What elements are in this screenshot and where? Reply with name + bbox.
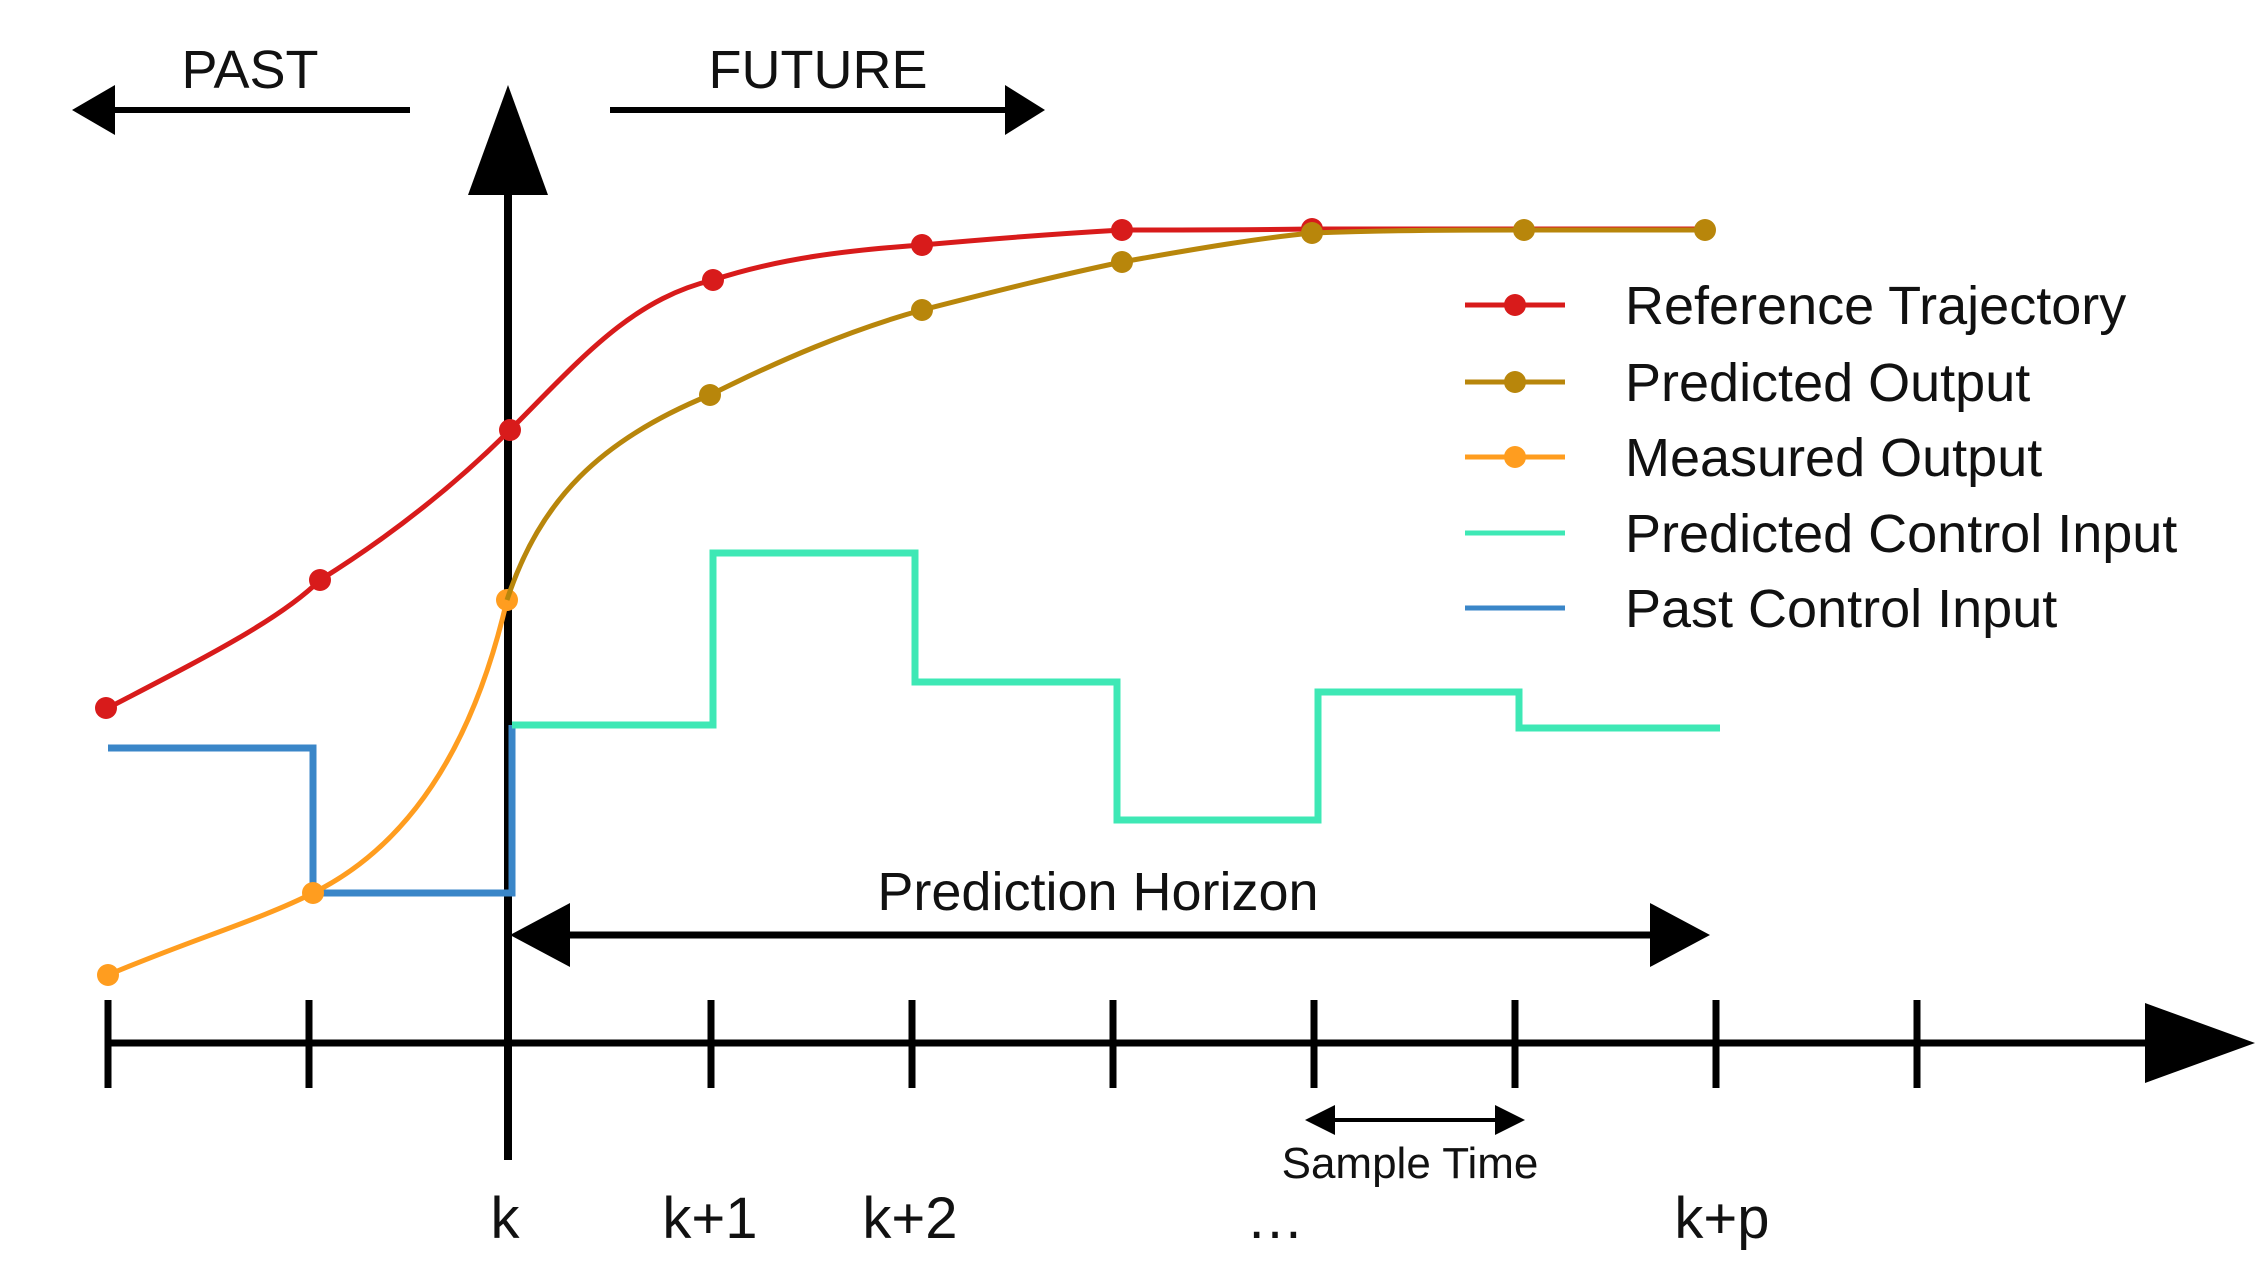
prediction-horizon-arrow — [510, 903, 1710, 967]
reference-point — [309, 569, 331, 591]
predicted-point — [1301, 222, 1323, 244]
future-label: FUTURE — [709, 40, 928, 100]
predicted-point — [1111, 251, 1133, 273]
reference-point — [499, 419, 521, 441]
legend-label: Measured Output — [1625, 428, 2042, 488]
tick-label-k: k — [491, 1186, 521, 1251]
predicted-point — [699, 384, 721, 406]
measured-point — [302, 882, 324, 904]
sample-time-label: Sample Time — [1282, 1139, 1539, 1188]
predicted-point — [911, 299, 933, 321]
tick-label-k1: k+1 — [662, 1186, 757, 1251]
predicted-control-input-line — [512, 549, 1720, 824]
legend-label: Past Control Input — [1625, 579, 2057, 639]
predicted-output-line — [504, 227, 1705, 601]
tick-label-k2: k+2 — [862, 1186, 957, 1251]
predicted-point — [1513, 219, 1535, 241]
measured-point — [97, 964, 119, 986]
axis-ticks — [104, 1000, 1921, 1088]
legend-label: Reference Trajectory — [1625, 276, 2126, 336]
reference-point — [702, 269, 724, 291]
reference-trajectory-line — [106, 226, 1705, 711]
reference-point — [911, 234, 933, 256]
sample-time-arrow — [1305, 1105, 1525, 1135]
future-arrow — [610, 85, 1045, 135]
legend-item-past-control-input: Past Control Input — [1465, 579, 2057, 639]
predicted-point — [1694, 219, 1716, 241]
legend: Reference Trajectory Predicted Output Me… — [1465, 276, 2177, 639]
legend-item-predicted-control-input: Predicted Control Input — [1465, 504, 2177, 564]
tick-label-kp: k+p — [1674, 1186, 1769, 1251]
legend-item-measured-output: Measured Output — [1465, 428, 2042, 488]
predicted-output-points — [699, 219, 1716, 406]
time-axis — [104, 1000, 2255, 1088]
legend-label: Predicted Output — [1625, 353, 2030, 413]
past-arrow — [72, 85, 410, 135]
reference-trajectory-points — [95, 218, 1323, 719]
past-label: PAST — [181, 40, 318, 100]
measured-output-points — [97, 589, 518, 986]
reference-point — [1111, 219, 1133, 241]
legend-label: Predicted Control Input — [1625, 504, 2177, 564]
legend-item-reference-trajectory: Reference Trajectory — [1465, 276, 2126, 336]
measured-output-line — [107, 599, 510, 978]
tick-label-dots: … — [1246, 1186, 1304, 1251]
current-time-axis — [468, 85, 548, 1160]
prediction-horizon-label: Prediction Horizon — [877, 862, 1318, 922]
reference-point — [95, 697, 117, 719]
legend-item-predicted-output: Predicted Output — [1465, 353, 2030, 413]
